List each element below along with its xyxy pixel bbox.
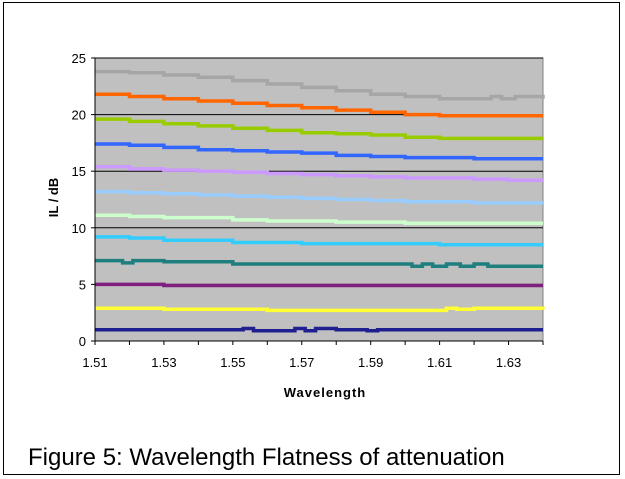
y-tick-label: 0 [79, 334, 86, 349]
series-line-4 [95, 258, 543, 269]
series-line-11 [95, 92, 543, 118]
series-line-2 [95, 306, 545, 313]
tick-labels: 0 5 10 15 20 25 1.51 1.53 1.55 1.57 1.59 1.61 1.63 [72, 51, 522, 370]
axes [91, 57, 544, 345]
series-lines [95, 69, 545, 333]
series-line-5 [95, 235, 543, 247]
series-line-10 [95, 117, 543, 141]
x-axis-title: Wavelength [284, 385, 366, 400]
series-line-7 [95, 189, 543, 205]
y-tick-label: 20 [72, 108, 86, 123]
y-tick-label: 10 [72, 221, 86, 236]
figure-caption: Figure 5: Wavelength Flatness of attenua… [28, 444, 505, 471]
y-tick-label: 15 [72, 164, 86, 179]
x-tick-label: 1.59 [358, 355, 383, 370]
y-axis-title: IL / dB [46, 178, 61, 217]
x-tick-label: 1.53 [151, 355, 176, 370]
series-line-3 [95, 282, 543, 288]
x-tick-label: 1.63 [496, 355, 521, 370]
x-tick-label: 1.57 [289, 355, 314, 370]
series-line-9 [95, 142, 543, 161]
x-tick-label: 1.55 [220, 355, 245, 370]
y-tick-label: 5 [79, 277, 86, 292]
x-tick-label: 1.61 [427, 355, 452, 370]
series-line-8 [95, 164, 543, 183]
series-line-6 [95, 213, 543, 226]
y-tick-label: 25 [72, 51, 86, 66]
x-tick-label: 1.51 [82, 355, 107, 370]
series-line-12 [95, 69, 545, 101]
series-line-1 [95, 326, 543, 333]
